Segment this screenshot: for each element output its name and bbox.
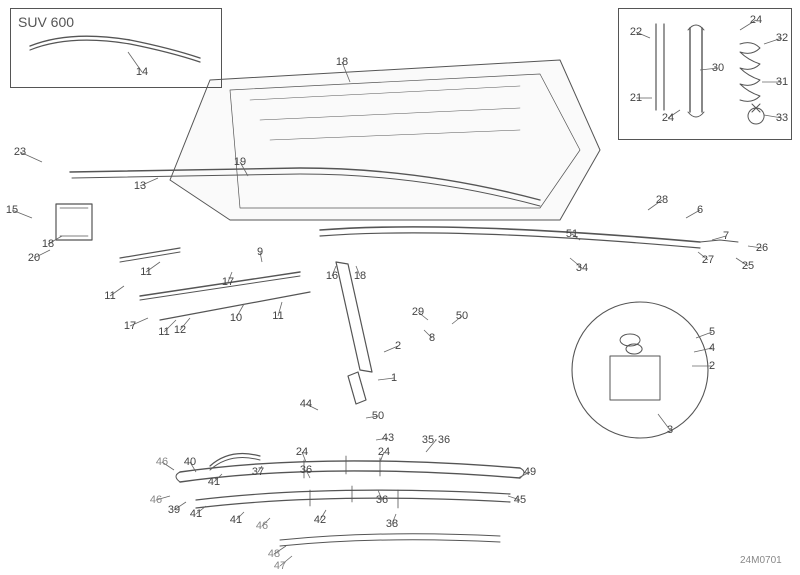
diagram-stage: { "canvas": { "w": 800, "h": 575, "bg": … (0, 0, 800, 575)
callout-39: 39 (168, 504, 180, 516)
callout-31: 31 (776, 76, 788, 88)
callout-11: 11 (272, 310, 283, 322)
callout-26: 26 (756, 242, 768, 254)
callout-27: 27 (702, 254, 714, 266)
callout-11: 11 (140, 266, 151, 278)
callout-1: 1 (391, 372, 397, 384)
callout-45: 45 (514, 494, 526, 506)
callout-18: 18 (42, 238, 54, 250)
callout-20: 20 (28, 252, 40, 264)
callout-35·36: 35·36 (422, 434, 450, 446)
callout-36: 36 (376, 494, 388, 506)
callout-24: 24 (296, 446, 308, 458)
callout-41: 41 (230, 514, 242, 526)
callout-22: 22 (630, 26, 642, 38)
callout-14: 14 (136, 66, 148, 78)
callout-46: 46 (150, 494, 162, 506)
callout-33: 33 (776, 112, 788, 124)
callout-43: 43 (382, 432, 394, 444)
callout-48: 48 (268, 548, 280, 560)
callout-24: 24 (750, 14, 762, 26)
callout-40: 40 (184, 456, 196, 468)
callout-15: 15 (6, 204, 18, 216)
callout-32: 32 (776, 32, 788, 44)
callout-17: 17 (124, 320, 136, 332)
callout-41: 41 (190, 508, 202, 520)
callout-49: 49 (524, 466, 536, 478)
callout-24: 24 (378, 446, 390, 458)
callout-23: 23 (14, 146, 26, 158)
callout-5: 5 (709, 326, 715, 338)
callout-50: 50 (456, 310, 468, 322)
callout-42: 42 (314, 514, 326, 526)
callout-36: 36 (300, 464, 312, 476)
callout-46: 46 (256, 520, 268, 532)
callout-2: 2 (395, 340, 401, 352)
callout-29: 29 (412, 306, 424, 318)
callout-11: 11 (158, 326, 169, 338)
callout-12: 12 (174, 324, 186, 336)
callout-34: 34 (576, 262, 588, 274)
callout-41: 41 (208, 476, 220, 488)
callout-24: 24 (662, 112, 674, 124)
callout-9: 9 (257, 246, 263, 258)
callout-10: 10 (230, 312, 242, 324)
callout-17: 17 (222, 276, 234, 288)
callout-7: 7 (723, 230, 729, 242)
line-art (0, 0, 800, 575)
callout-37: 37 (252, 466, 264, 478)
callout-18: 18 (354, 270, 366, 282)
callout-6: 6 (697, 204, 703, 216)
callout-2: 2 (709, 360, 715, 372)
callout-25: 25 (742, 260, 754, 272)
callout-11: 11 (104, 290, 115, 302)
callout-4: 4 (709, 342, 715, 354)
callout-8: 8 (429, 332, 435, 344)
callout-46: 46 (156, 456, 168, 468)
callout-30: 30 (712, 62, 724, 74)
callout-44: 44 (300, 398, 312, 410)
callout-38: 38 (386, 518, 398, 530)
callout-50: 50 (372, 410, 384, 422)
callout-19: 19 (234, 156, 246, 168)
callout-21: 21 (630, 92, 642, 104)
callout-18: 18 (336, 56, 348, 68)
callout-28: 28 (656, 194, 668, 206)
callout-51: 51 (566, 228, 578, 240)
callout-16: 16 (326, 270, 338, 282)
callout-47: 47 (274, 560, 286, 572)
callout-13: 13 (134, 180, 146, 192)
callout-3: 3 (667, 424, 673, 436)
